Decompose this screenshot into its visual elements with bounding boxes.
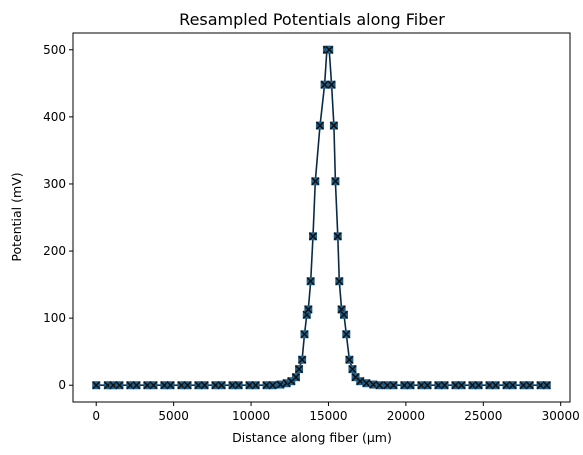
data-point-x-marker [333,232,342,241]
data-point-x-marker [304,305,313,314]
chart-title: Resampled Potentials along Fiber [179,10,445,29]
data-point-x-marker [298,355,307,364]
data-point-x-marker [440,381,449,390]
data-point-x-marker [508,381,517,390]
x-axis-label: Distance along fiber (µm) [232,430,392,445]
data-point-x-marker [300,330,309,339]
x-tick-label: 25000 [464,409,502,423]
data-point-x-marker [295,365,304,374]
data-point-x-marker [166,381,175,390]
data-point-x-marker [325,45,334,54]
data-point-x-marker [92,381,101,390]
data-point-x-marker [457,381,466,390]
data-point-x-marker [320,80,329,89]
y-tick-label: 400 [43,110,66,124]
x-tick-label: 5000 [158,409,189,423]
y-tick-label: 500 [43,43,66,57]
data-point-x-marker [362,379,371,388]
data-point-x-marker [345,355,354,364]
data-point-x-marker [342,330,351,339]
y-tick-label: 100 [43,311,66,325]
y-tick-label: 300 [43,177,66,191]
data-point-x-marker [251,381,260,390]
data-point-x-marker [389,381,398,390]
data-point-x-marker [234,381,243,390]
data-point-x-marker [327,80,336,89]
x-tick-label: 30000 [542,409,580,423]
data-point-x-marker [406,381,415,390]
y-tick-label: 200 [43,244,66,258]
x-tick-label: 15000 [309,409,347,423]
x-tick-label: 10000 [232,409,270,423]
data-point-x-marker [375,381,384,390]
y-axis: 0 100 200 300 400 500 [43,43,73,392]
data-point-x-marker [339,310,348,319]
data-point-x-marker [329,121,338,130]
data-point-x-marker [335,277,344,286]
data-point-x-marker [491,381,500,390]
x-axis: 0 5000 10000 15000 20000 25000 30000 [92,402,580,423]
data-point-x-marker [474,381,483,390]
data-point-x-marker [315,121,324,130]
y-tick-label: 0 [58,378,66,392]
x-tick-label: 20000 [387,409,425,423]
data-point-x-marker [542,381,551,390]
data-point-x-marker [331,177,340,186]
series-line [96,48,547,387]
data-point-x-marker [308,232,318,241]
data-point-x-marker [149,381,158,390]
data-point-x-marker [183,381,192,390]
data-point-x-marker [348,365,357,374]
data-point-x-marker [311,177,320,186]
series-layer [92,45,551,390]
data-point-x-marker [525,381,534,390]
plot-area-frame [72,32,571,403]
data-point-x-marker [306,277,315,286]
data-point-x-marker [291,373,300,382]
x-tick-label: 0 [92,409,100,423]
data-point-x-marker [200,381,209,390]
data-point-x-marker [115,381,124,390]
data-point-x-marker [268,381,277,390]
data-point-x-marker [217,381,226,390]
data-point-x-marker [423,381,432,390]
y-axis-label: Potential (mV) [9,172,24,261]
data-point-x-marker [132,381,141,390]
